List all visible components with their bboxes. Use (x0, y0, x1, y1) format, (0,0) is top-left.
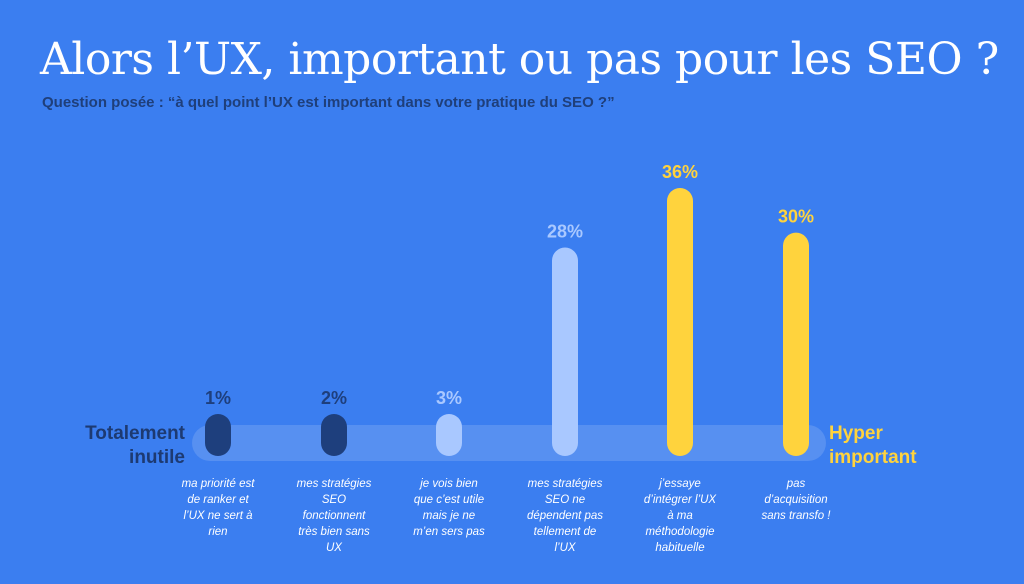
category-label-line: de ranker et (187, 494, 249, 506)
bar (436, 414, 462, 456)
scale-right-label: Hyper important (829, 422, 917, 470)
category-label-line: rien (208, 526, 227, 538)
value-label: 28% (547, 222, 583, 242)
category-label-line: que c’est utile (414, 494, 484, 506)
category-label-line: mais je ne (423, 510, 475, 522)
category-label-line: pas (786, 478, 806, 490)
scale-right-label-line: important (829, 447, 917, 468)
value-label: 36% (662, 162, 698, 182)
value-label: 3% (436, 388, 462, 408)
chart-title: Alors l’UX, important ou pas pour les SE… (40, 34, 999, 85)
value-label: 2% (321, 388, 347, 408)
category-label-line: m’en sers pas (413, 526, 485, 538)
category-label-line: sans transfo ! (761, 510, 831, 522)
category-label: mes stratégies SEO fonctionnent très bien s… (297, 478, 372, 554)
category-label-line: ma priorité est (182, 478, 256, 490)
category-label: je vois bien que c’est utile mais je ne m’e… (413, 478, 485, 538)
category-label-line: UX (326, 542, 343, 554)
category-label-line: mes stratégies (528, 478, 603, 490)
category-label-line: habituelle (655, 542, 704, 554)
scale-left-label: Totalement inutile (40, 422, 185, 470)
category-label-line: je vois bien (418, 478, 478, 490)
category-label: j’essaye d’intégrer l’UX à ma méthodologie h… (644, 478, 718, 554)
category-label-line: méthodologie (645, 526, 714, 538)
chart-subtitle: Question posée : “à quel point l’UX est … (42, 94, 615, 111)
category-label: pas d’acquisition sans transfo ! (761, 478, 831, 522)
value-label: 1% (205, 388, 231, 408)
category-label-line: à ma (667, 510, 693, 522)
category-label: mes stratégies SEO ne dépendent pas telleme… (527, 478, 603, 554)
category-label: ma priorité est de ranker et l’UX ne sert … (182, 478, 256, 538)
bar (205, 414, 231, 456)
category-label-line: d’acquisition (764, 494, 827, 506)
category-label-line: l’UX (554, 542, 576, 554)
bar (552, 247, 578, 456)
scale-track (192, 425, 826, 461)
category-label-line: tellement de (534, 526, 597, 538)
category-label-line: très bien sans (298, 526, 370, 538)
category-label-line: SEO (322, 494, 346, 506)
category-label-line: SEO ne (545, 494, 585, 506)
category-label-line: d’intégrer l’UX (644, 494, 718, 506)
category-label-line: mes stratégies (297, 478, 372, 490)
scale-left-label-line: Totalement (85, 423, 185, 444)
scale-left-label-line: inutile (129, 447, 185, 468)
category-label-line: dépendent pas (527, 510, 603, 522)
scale-right-label-line: Hyper (829, 423, 883, 444)
category-label-line: j’essaye (657, 478, 701, 490)
bar (783, 232, 809, 456)
bar (667, 188, 693, 456)
category-label-line: l’UX ne sert à (183, 510, 253, 522)
value-label: 30% (778, 207, 814, 227)
category-label-line: fonctionnent (303, 510, 366, 522)
bar (321, 414, 347, 456)
bars-group: 1% ma priorité est de ranker et l’UX ne ser… (182, 162, 832, 554)
